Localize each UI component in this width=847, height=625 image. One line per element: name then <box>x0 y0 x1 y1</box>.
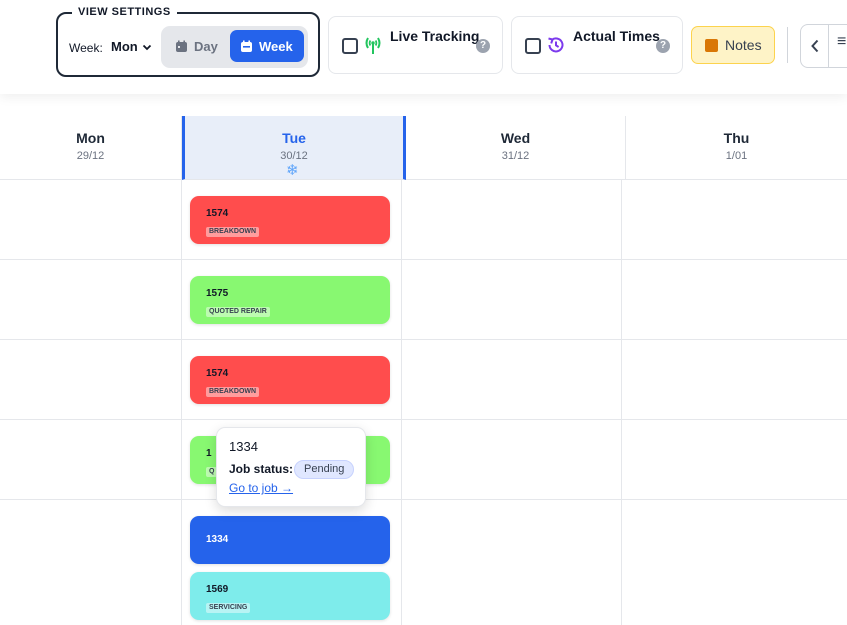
day-name: Thu <box>723 130 750 146</box>
day-header-thu[interactable]: Thu 1/01 <box>626 116 847 180</box>
grid-row-line <box>0 259 847 260</box>
notes-button[interactable]: Notes <box>691 26 775 64</box>
week-start-select[interactable]: Mon <box>111 39 152 54</box>
job-type-tag: QUOTED REPAIR <box>206 307 270 317</box>
job-card[interactable]: 1574 BREAKDOWN <box>190 356 390 404</box>
day-date: 1/01 <box>725 150 748 162</box>
chevron-down-icon <box>142 44 151 50</box>
week-start-label: Week: <box>69 41 103 55</box>
live-tracking-toggle[interactable]: Live Tracking ? <box>328 16 503 74</box>
day-date: 29/12 <box>76 150 105 162</box>
week-view-label: Week <box>259 38 293 54</box>
job-number: 1569 <box>206 584 229 595</box>
grid-row-line <box>0 419 847 420</box>
job-number: 1575 <box>206 288 229 299</box>
day-name: Tue <box>282 130 306 146</box>
day-name: Mon <box>76 130 105 146</box>
job-type-tag: BREAKDOWN <box>206 387 260 397</box>
view-mode-toggle: Day Week <box>161 26 308 68</box>
week-view-button[interactable]: Week <box>230 30 304 62</box>
actual-times-label: Actual Times <box>573 28 660 44</box>
job-number: 1334 <box>206 534 229 545</box>
history-icon <box>548 37 564 53</box>
job-type-tag: SERVICING <box>206 603 251 613</box>
view-settings-panel: VIEW SETTINGS Week: Mon Day <box>56 6 320 77</box>
grid-row-line <box>0 339 847 340</box>
grid-column-line <box>181 180 182 625</box>
job-card[interactable]: 1574 BREAKDOWN <box>190 196 390 244</box>
actual-times-toggle[interactable]: Actual Times ? <box>511 16 683 74</box>
help-icon[interactable]: ? <box>656 39 670 53</box>
week-start-value: Mon <box>111 39 138 54</box>
grid-row-line <box>0 499 847 500</box>
job-card[interactable]: 1569 SERVICING <box>190 572 390 620</box>
live-tracking-label: Live Tracking <box>390 28 480 44</box>
chevron-left-icon <box>810 39 818 53</box>
job-number: 1574 <box>206 368 229 379</box>
tooltip-job-number: 1334 <box>229 439 258 454</box>
view-settings-legend: VIEW SETTINGS <box>72 6 177 18</box>
grid-column-line <box>621 180 622 625</box>
note-icon <box>705 38 718 52</box>
grid-column-line <box>401 180 402 625</box>
live-tracking-checkbox[interactable] <box>342 38 358 54</box>
calendar-icon <box>176 40 187 52</box>
status-badge: Pending <box>294 460 355 479</box>
job-number: 1 <box>206 448 212 459</box>
toolbar: VIEW SETTINGS Week: Mon Day <box>0 0 847 94</box>
date-nav-group: ≡ <box>800 24 847 68</box>
job-card[interactable]: 1334 <box>190 516 390 564</box>
day-view-button[interactable]: Day <box>165 30 229 62</box>
notes-label: Notes <box>725 37 762 53</box>
job-type-tag: BREAKDOWN <box>206 227 260 237</box>
day-header-mon[interactable]: Mon 29/12 <box>0 116 182 180</box>
calendar-week-icon <box>241 40 252 52</box>
job-type-tag: Q <box>206 467 218 477</box>
help-icon[interactable]: ? <box>476 39 490 53</box>
previous-week-button[interactable] <box>801 25 829 67</box>
day-view-label: Day <box>194 38 218 54</box>
day-name: Wed <box>500 130 531 146</box>
day-date: 31/12 <box>501 150 530 162</box>
job-tooltip: 1334 Job status: Pending Go to job → <box>216 427 366 507</box>
toolbar-divider <box>787 27 788 63</box>
antenna-icon <box>365 37 381 54</box>
day-date: 30/12 <box>280 150 308 162</box>
job-number: 1574 <box>206 208 229 219</box>
menu-icon[interactable]: ≡ <box>837 33 847 50</box>
snowflake-icon: ❄ <box>286 162 299 179</box>
go-to-job-link[interactable]: Go to job → <box>229 481 294 495</box>
job-status-label: Job status: <box>229 462 294 476</box>
day-header-wed[interactable]: Wed 31/12 <box>406 116 626 180</box>
day-header-tue[interactable]: Tue 30/12 ❄ <box>182 116 406 180</box>
job-card[interactable]: 1575 QUOTED REPAIR <box>190 276 390 324</box>
actual-times-checkbox[interactable] <box>525 38 541 54</box>
